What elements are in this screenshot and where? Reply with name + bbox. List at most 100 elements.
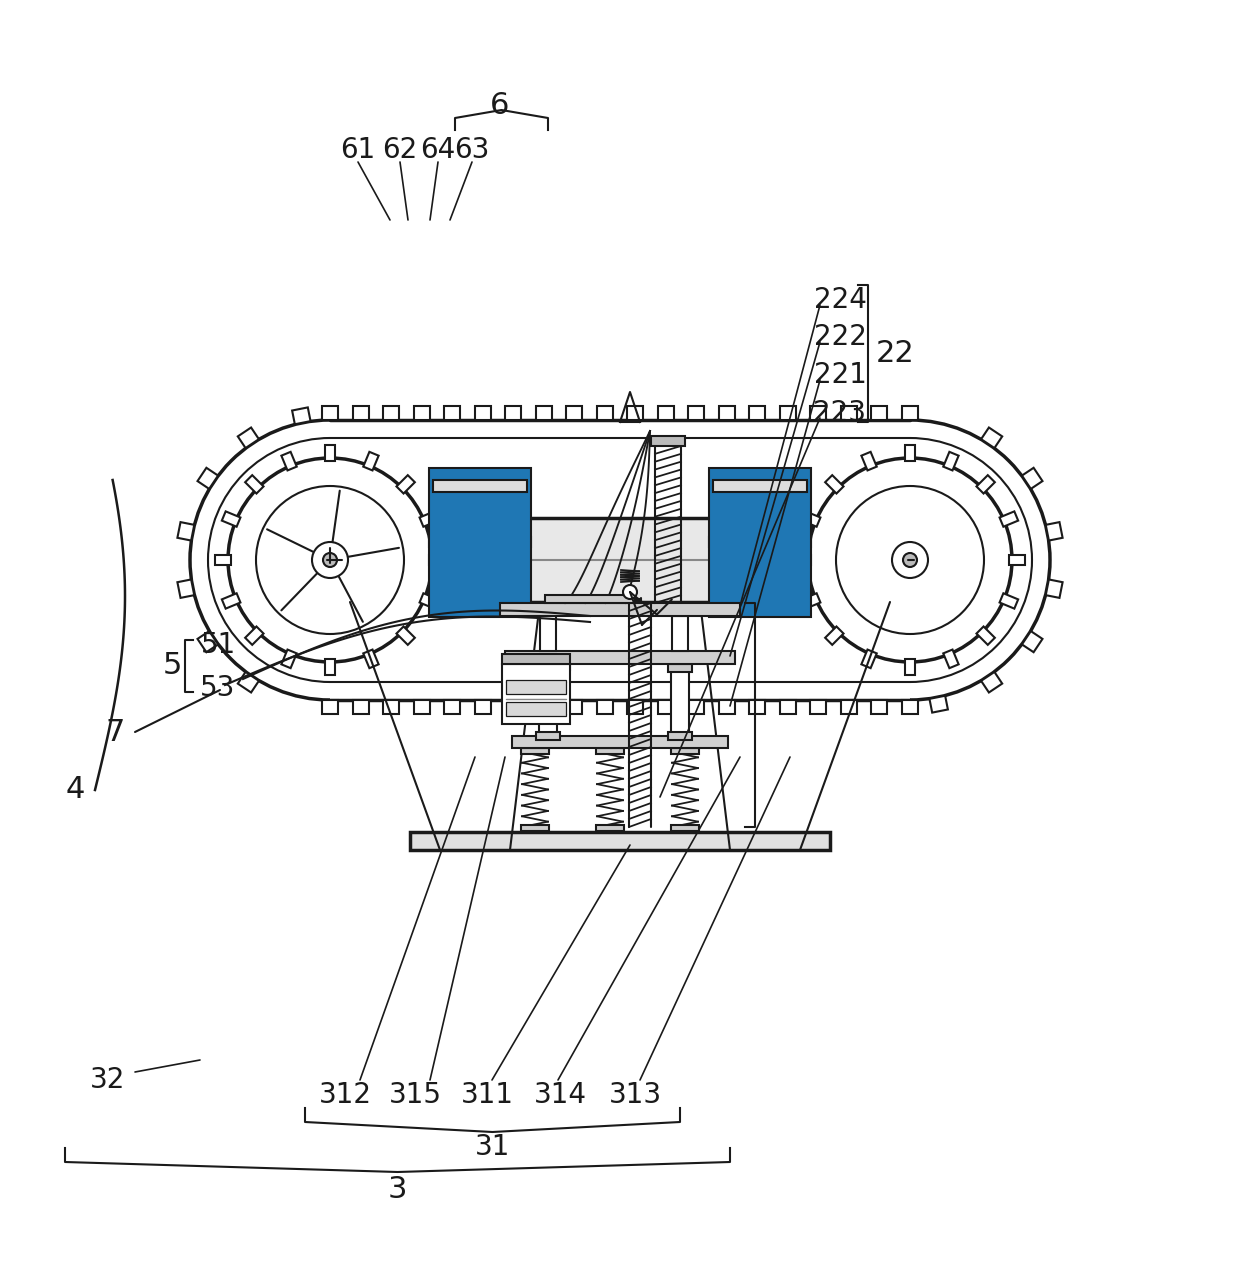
Bar (901, 700, 918, 714)
Bar (567, 406, 583, 420)
Bar (322, 700, 339, 714)
Polygon shape (419, 593, 438, 608)
Polygon shape (215, 556, 231, 564)
Bar (352, 406, 368, 420)
Bar (521, 826, 549, 831)
Polygon shape (177, 522, 195, 540)
Bar (671, 748, 699, 754)
Circle shape (718, 500, 802, 584)
Text: 311: 311 (460, 1082, 513, 1108)
Polygon shape (790, 562, 805, 576)
Polygon shape (715, 562, 730, 576)
Polygon shape (825, 475, 843, 494)
Bar (596, 406, 613, 420)
Polygon shape (802, 593, 821, 608)
Polygon shape (1045, 580, 1063, 598)
Polygon shape (246, 626, 264, 645)
Text: 4: 4 (66, 776, 84, 805)
Circle shape (312, 541, 348, 579)
Polygon shape (460, 579, 472, 593)
Polygon shape (999, 593, 1018, 608)
Text: 315: 315 (388, 1082, 441, 1108)
Polygon shape (246, 475, 264, 494)
Text: 222: 222 (813, 323, 867, 351)
Text: 63: 63 (454, 136, 490, 164)
Text: 313: 313 (609, 1082, 662, 1108)
Polygon shape (429, 556, 445, 564)
Polygon shape (222, 593, 241, 608)
Text: 31: 31 (475, 1133, 510, 1161)
Circle shape (255, 486, 404, 634)
Polygon shape (281, 649, 296, 668)
Polygon shape (487, 492, 501, 506)
Bar (780, 700, 796, 714)
Bar (500, 603, 740, 616)
Polygon shape (976, 626, 994, 645)
Bar (657, 406, 673, 420)
Polygon shape (363, 452, 378, 471)
Text: 32: 32 (91, 1066, 125, 1094)
Bar (596, 700, 613, 714)
Polygon shape (197, 631, 218, 653)
Bar (719, 700, 735, 714)
Bar (651, 436, 684, 445)
Polygon shape (363, 649, 378, 668)
Text: 312: 312 (319, 1082, 372, 1108)
Polygon shape (802, 512, 821, 527)
Bar (627, 700, 644, 714)
Polygon shape (790, 508, 805, 522)
Polygon shape (510, 562, 525, 576)
Bar (505, 652, 735, 664)
Polygon shape (768, 492, 780, 506)
Text: 51: 51 (201, 631, 236, 659)
Text: 22: 22 (875, 339, 914, 369)
Bar (536, 664, 560, 672)
Bar (872, 406, 888, 420)
Bar (719, 406, 735, 420)
Bar (671, 826, 699, 831)
Bar (596, 748, 624, 754)
Polygon shape (825, 626, 843, 645)
Bar (688, 406, 704, 420)
Polygon shape (944, 452, 959, 471)
Bar (596, 826, 624, 831)
Circle shape (836, 486, 985, 634)
Circle shape (438, 500, 522, 584)
Bar (502, 654, 570, 664)
Bar (668, 664, 692, 672)
Polygon shape (487, 579, 501, 593)
Polygon shape (862, 452, 877, 471)
Polygon shape (325, 659, 335, 675)
Bar (811, 700, 826, 714)
Text: 64: 64 (420, 136, 455, 164)
Polygon shape (293, 407, 310, 424)
Polygon shape (222, 512, 241, 527)
Bar (841, 406, 857, 420)
Bar (749, 700, 765, 714)
Polygon shape (238, 672, 259, 692)
Polygon shape (768, 579, 780, 593)
Text: 61: 61 (340, 136, 376, 164)
Bar (444, 406, 460, 420)
Polygon shape (435, 508, 450, 522)
Polygon shape (1022, 631, 1043, 653)
Bar (672, 616, 688, 652)
Bar (322, 406, 339, 420)
Bar (505, 700, 521, 714)
Bar (901, 406, 918, 420)
Polygon shape (325, 445, 335, 461)
Text: 62: 62 (382, 136, 418, 164)
Polygon shape (795, 556, 811, 564)
Polygon shape (238, 428, 259, 448)
Text: 6: 6 (490, 91, 510, 119)
Bar (536, 406, 552, 420)
Circle shape (903, 553, 918, 567)
Bar (414, 406, 429, 420)
Circle shape (451, 513, 508, 571)
Bar (429, 467, 531, 617)
Bar (475, 700, 491, 714)
Polygon shape (800, 538, 811, 547)
Bar (671, 668, 689, 736)
Polygon shape (930, 696, 947, 713)
Polygon shape (739, 492, 753, 506)
